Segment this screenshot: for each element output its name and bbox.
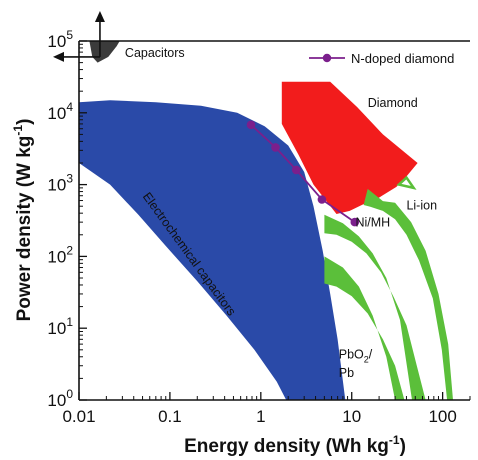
y-tick-label: 104 [47,100,73,123]
region-li-ion [363,188,453,400]
y-axis-title-sup: -1 [11,125,25,136]
x-tick-label: 0.1 [158,407,182,426]
y-tick-label: 105 [47,28,73,51]
y-tick-label: 103 [47,172,73,195]
x-axis-title-end: ) [400,436,406,457]
region-pbo2-pb [324,256,405,400]
legend: N-doped diamond [309,51,454,66]
x-tick-label: 1 [256,407,265,426]
x-axis-title-main: Energy density (Wh kg [184,436,389,457]
annotation-capacitors: Capacitors [125,46,185,60]
x-axis-title-sup: -1 [389,433,400,447]
series-layer [246,120,360,227]
annotation-diamond: Diamond [368,96,418,110]
data-point-3 [291,165,301,175]
axis-arrows [53,11,105,62]
x-tick-label: 10 [342,407,361,426]
y-ticks: 100 101 102 103 104 105 [47,28,87,410]
data-point-4 [317,195,327,204]
legend-marker [322,53,332,63]
arrow-left-icon [53,51,64,62]
x-tick-label: 100 [428,407,456,426]
annotation-li-ion: Li-ion [406,198,437,212]
y-tick-label: 101 [47,315,73,338]
data-point-5 [350,217,360,227]
y-axis-title-main: Power density (W kg [14,136,35,322]
region-diamond [281,81,418,214]
annotation-pb: Pb [339,366,354,380]
data-point-2 [271,143,280,152]
data-point-1 [246,120,256,130]
regions-layer [79,41,453,400]
y-tick-label: 102 [47,243,73,266]
y-axis-title-end: ) [14,119,35,125]
legend-label: N-doped diamond [351,51,454,66]
arrow-up-icon [94,11,105,22]
region-capacitors [89,41,120,63]
y-tick-label: 100 [47,387,73,410]
li-ion-outline-marker [396,175,417,190]
region-ni-mh [324,214,426,400]
region-electrochemical-capacitors [79,100,346,400]
x-tick-label: 0.01 [62,407,95,426]
y-axis-title: Power density (W kg-1) [11,119,35,322]
x-axis-title: Energy density (Wh kg-1) [184,433,406,457]
annotation-pbo: PbO2/ [339,347,373,364]
x-ticks: 0.01 0.1 1 10 100 [62,392,471,426]
annotation-ni-mh: Ni/MH [355,216,390,230]
